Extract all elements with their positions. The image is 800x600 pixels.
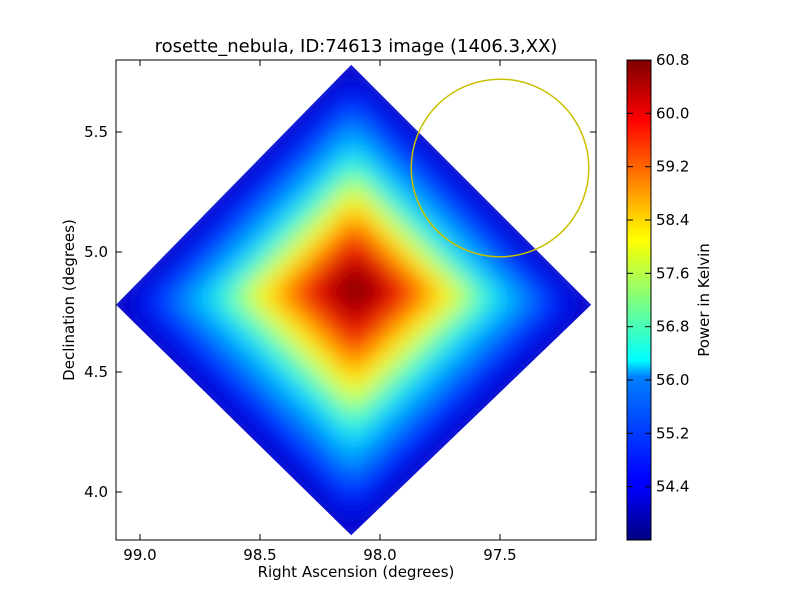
colorbar-tick-label: 56.8 [656, 318, 689, 336]
heat-contour-11 [341, 274, 371, 303]
x-tick-label: 97.5 [483, 546, 516, 564]
y-tick-label: 5.0 [84, 243, 108, 261]
chart-title: rosette_nebula, ID:74613 image (1406.3,X… [155, 36, 558, 57]
overlay-circle [410, 78, 590, 258]
colorbar-tick-label: 57.6 [656, 264, 689, 282]
colorbar-tick-label: 54.4 [656, 478, 689, 496]
y-tick-label: 4.5 [84, 363, 108, 381]
x-tick-label: 98.5 [243, 546, 276, 564]
y-tick-label: 4.0 [84, 483, 108, 501]
colorbar-tick-label: 58.4 [656, 211, 689, 229]
colorbar-tick-label: 56.0 [656, 371, 689, 389]
colorbar: 54.4 55.2 56.0 56.8 57.6 58.4 59.2 60.0 60.8 Pow… [626, 51, 713, 541]
heatmap-area [116, 64, 592, 536]
plot-frame [115, 59, 597, 541]
x-axis-label: Right Ascension (degrees) [258, 563, 455, 581]
x-axis: 99.0 98.5 98.0 97.5 [123, 60, 517, 564]
colorbar-gradient [626, 59, 652, 541]
colorbar-tick-label: 55.2 [656, 424, 689, 442]
colorbar-tick-label: 60.0 [656, 104, 689, 122]
y-tick-label: 5.5 [84, 123, 108, 141]
y-axis-label: Declination (degrees) [60, 219, 78, 381]
colorbar-label: Power in Kelvin [695, 243, 713, 357]
x-tick-label: 98.0 [363, 546, 396, 564]
colorbar-tick-label: 60.8 [656, 51, 689, 69]
colorbar-tick-label: 59.2 [656, 158, 689, 176]
y-axis: 4.0 4.5 5.0 5.5 [84, 123, 596, 501]
x-tick-label: 99.0 [123, 546, 156, 564]
